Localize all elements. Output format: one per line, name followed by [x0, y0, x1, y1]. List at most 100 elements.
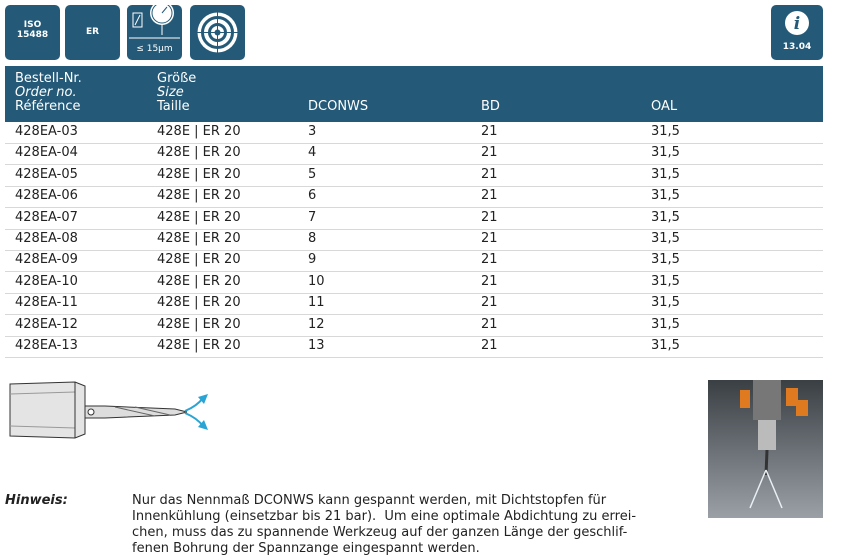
header-line: OAL	[651, 99, 678, 114]
runout-icon: ≤ 15µm	[127, 1, 182, 60]
header-cell: DCONWS	[308, 100, 368, 114]
table-row: 428EA-06 428E | ER 20 6 21 31,5	[5, 186, 823, 209]
runout-text: ≤ 15µm	[136, 44, 173, 54]
table-cell: 31,5	[651, 188, 680, 204]
table-cell: 7	[308, 209, 317, 225]
table-cell: 31,5	[651, 252, 680, 268]
table-cell: 428EA-03	[15, 124, 78, 139]
table-row: 428EA-10 428E | ER 20 10 21 31,5	[5, 272, 823, 294]
header-line: Größe	[157, 71, 197, 86]
header-cell: BD	[481, 100, 500, 114]
table-cell: 31,5	[651, 124, 680, 139]
table-cell: 31,5	[651, 316, 680, 332]
table-cell: 428E | ER 20	[157, 188, 241, 204]
note-line: chen, muss das zu spannende Werkzeug auf…	[132, 525, 628, 540]
table-row: 428EA-05 428E | ER 20 5 21 31,5	[5, 165, 823, 187]
table-cell: 428EA-09	[15, 252, 78, 268]
table-cell: 428EA-10	[15, 273, 78, 289]
table-cell: 21	[481, 145, 498, 161]
header-cell: OAL	[651, 100, 677, 114]
table-cell: 428EA-11	[15, 295, 78, 311]
table-cell: 12	[308, 316, 325, 332]
table-cell: 8	[308, 231, 317, 246]
gauge	[129, 1, 180, 39]
header-line: DCONWS	[308, 99, 369, 114]
table-row: 428EA-07 428E | ER 20 7 21 31,5	[5, 208, 823, 230]
table-cell: 31,5	[651, 273, 680, 289]
header-line: Taille	[157, 99, 190, 114]
iso-icon: ISO 15488	[5, 5, 60, 60]
header-cell: Größe Size Taille	[157, 72, 196, 114]
table-header: Bestell-Nr. Order no. Référence Größe Size Ta…	[5, 66, 823, 122]
table-cell: 21	[481, 231, 498, 246]
photo	[708, 380, 823, 518]
iso-text: ISO	[23, 20, 42, 30]
header-line: Bestell-Nr.	[15, 71, 82, 86]
table-cell: 21	[481, 338, 498, 353]
table-row: 428EA-12 428E | ER 20 12 21 31,5	[5, 315, 823, 337]
table-cell: 9	[308, 252, 317, 268]
table-cell: 31,5	[651, 166, 680, 182]
note-label: Hinweis:	[5, 493, 68, 508]
table-row: 428EA-09 428E | ER 20 9 21 31,5	[5, 250, 823, 273]
header-line: Référence	[15, 99, 81, 114]
note-line: Innenkühlung (einsetzbar bis 21 bar). Um…	[132, 509, 637, 524]
table-cell: 5	[308, 166, 317, 182]
info-icon: i 13.04	[771, 5, 823, 60]
table-cell: 428E | ER 20	[157, 209, 241, 225]
note-line: fenen Bohrung der Spannzange eingespannt…	[132, 541, 480, 556]
table-cell: 428E | ER 20	[157, 145, 241, 161]
table-cell: 31,5	[651, 231, 680, 246]
header-line: Size	[157, 85, 184, 100]
table-cell: 31,5	[651, 209, 680, 225]
table-cell: 428E | ER 20	[157, 273, 241, 289]
table-cell: 21	[481, 209, 498, 225]
table-cell: 428EA-06	[15, 188, 78, 204]
table-cell: 21	[481, 166, 498, 182]
table-cell: 11	[308, 295, 325, 311]
table-cell: 428E | ER 20	[157, 295, 241, 311]
table-cell: 428EA-07	[15, 209, 78, 225]
iso-number: 15488	[16, 30, 49, 40]
table-cell: 428EA-08	[15, 231, 78, 246]
header-cell: Bestell-Nr. Order no. Référence	[15, 72, 82, 114]
note-line: Nur das Nennmaß DCONWS kann gespannt wer…	[132, 493, 607, 508]
table-cell: 21	[481, 188, 498, 204]
table-row: 428EA-04 428E | ER 20 4 21 31,5	[5, 143, 823, 166]
table-cell: 21	[481, 252, 498, 268]
table-cell: 428EA-13	[15, 338, 78, 353]
table-cell: 428EA-12	[15, 316, 78, 332]
header-line: Order no.	[15, 85, 77, 100]
table-row: 428EA-03 428E | ER 20 3 21 31,5	[5, 122, 823, 144]
target	[193, 8, 242, 57]
table-row: 428EA-08 428E | ER 20 8 21 31,5	[5, 229, 823, 251]
header-line: BD	[481, 99, 500, 114]
table-cell: 21	[481, 316, 498, 332]
table-cell: 428EA-04	[15, 145, 78, 161]
table-cell: 4	[308, 145, 317, 161]
table-cell: 31,5	[651, 145, 680, 161]
target-icon	[190, 5, 245, 60]
table-cell: 21	[481, 295, 498, 311]
table-cell: 428E | ER 20	[157, 231, 241, 246]
table-cell: 428E | ER 20	[157, 316, 241, 332]
info-text: 13.04	[782, 42, 812, 52]
table-cell: 13	[308, 338, 325, 353]
table-cell: 428E | ER 20	[157, 166, 241, 182]
info-symbol: i	[785, 11, 809, 35]
er-text: ER	[85, 27, 100, 37]
table-cell: 428E | ER 20	[157, 124, 241, 139]
table-row: 428EA-13 428E | ER 20 13 21 31,5	[5, 336, 823, 358]
er-icon: ER	[65, 5, 120, 60]
table-cell: 3	[308, 124, 317, 139]
table-cell: 31,5	[651, 338, 680, 353]
table-row: 428EA-11 428E | ER 20 11 21 31,5	[5, 293, 823, 316]
table-cell: 21	[481, 124, 498, 139]
table-cell: 428E | ER 20	[157, 252, 241, 268]
svg-text:i: i	[794, 14, 800, 34]
table-cell: 6	[308, 188, 317, 204]
table-cell: 21	[481, 273, 498, 289]
table-cell: 31,5	[651, 295, 680, 311]
collet-drawing	[9, 381, 208, 439]
